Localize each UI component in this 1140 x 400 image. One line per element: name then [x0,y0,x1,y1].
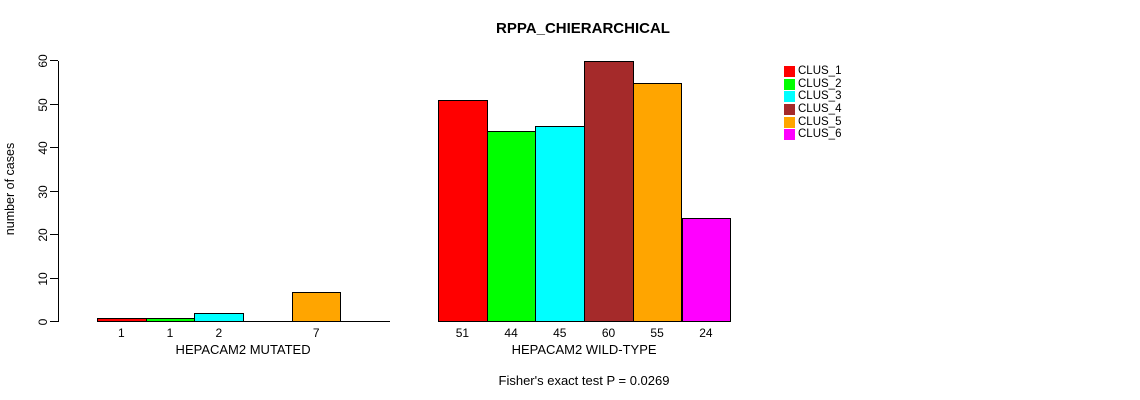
legend-swatch [784,116,795,128]
footnote-pvalue: Fisher's exact test P = 0.0269 [498,373,670,388]
y-tick [50,321,58,322]
legend-item-label: CLUS_2 [798,77,842,90]
bar-value-label: 51 [455,326,470,340]
bar-value-label: 1 [166,326,174,340]
bar-value-label: 44 [504,326,518,340]
legend-item-clus_1: CLUS_1 [784,65,864,79]
bar-clus_4 [584,61,634,322]
y-tick [50,278,58,279]
y-tick-label: 0 [36,318,50,326]
y-tick-label: 50 [36,98,50,112]
bar-clus_1 [97,318,147,322]
legend-item-label: CLUS_1 [798,65,842,77]
legend-item-clus_4: CLUS_4 [784,103,864,117]
bar-value-label: 1 [117,326,125,340]
bar-clus_5 [291,292,342,322]
bar-clus_1 [438,100,488,322]
legend-swatch [784,91,795,103]
y-tick [50,147,58,148]
y-tick-label: 20 [36,228,50,242]
y-tick-label: 30 [36,185,50,199]
legend-swatch [784,66,795,77]
legend-item-label: CLUS_3 [798,90,842,103]
y-tick-label: 60 [36,54,50,68]
legend-item-clus_5: CLUS_5 [784,115,864,130]
bar-clus_2 [145,318,196,322]
bar-value-label: 2 [215,326,223,340]
y-tick [50,104,58,105]
y-tick [50,60,58,61]
y-axis-line [58,61,59,322]
legend-item-label: CLUS_6 [798,128,842,141]
legend-item-label: CLUS_5 [798,115,842,128]
legend-swatch [784,78,795,90]
bar-value-label: 7 [312,326,320,340]
bar-value-label: 55 [650,326,664,340]
bar-clus_3 [194,313,245,322]
bar-value-label: 45 [553,326,567,340]
legend-swatch [784,129,795,141]
legend-item-clus_2: CLUS_2 [784,77,864,92]
y-tick [50,191,58,192]
y-tick-label: 10 [36,272,50,286]
group-label-0: HEPACAM2 MUTATED [175,342,311,357]
bar-value-label: 60 [601,326,616,340]
legend-item-label: CLUS_4 [798,103,842,115]
y-tick [50,234,58,235]
legend-item-clus_6: CLUS_6 [784,128,864,142]
bar-clus_2 [486,131,537,322]
y-axis-label: number of cases [3,142,17,236]
chart-title: RPPA_CHIERARCHICAL [496,20,670,37]
bar-clus_6 [681,218,732,322]
bar-value-label: 24 [699,326,713,340]
group-label-1: HEPACAM2 WILD-TYPE [511,342,657,357]
bar-clus_3 [535,126,586,322]
bar-clus_5 [632,83,683,322]
y-tick-label: 40 [36,141,50,155]
legend-swatch [784,104,795,115]
legend-item-clus_3: CLUS_3 [784,90,864,104]
